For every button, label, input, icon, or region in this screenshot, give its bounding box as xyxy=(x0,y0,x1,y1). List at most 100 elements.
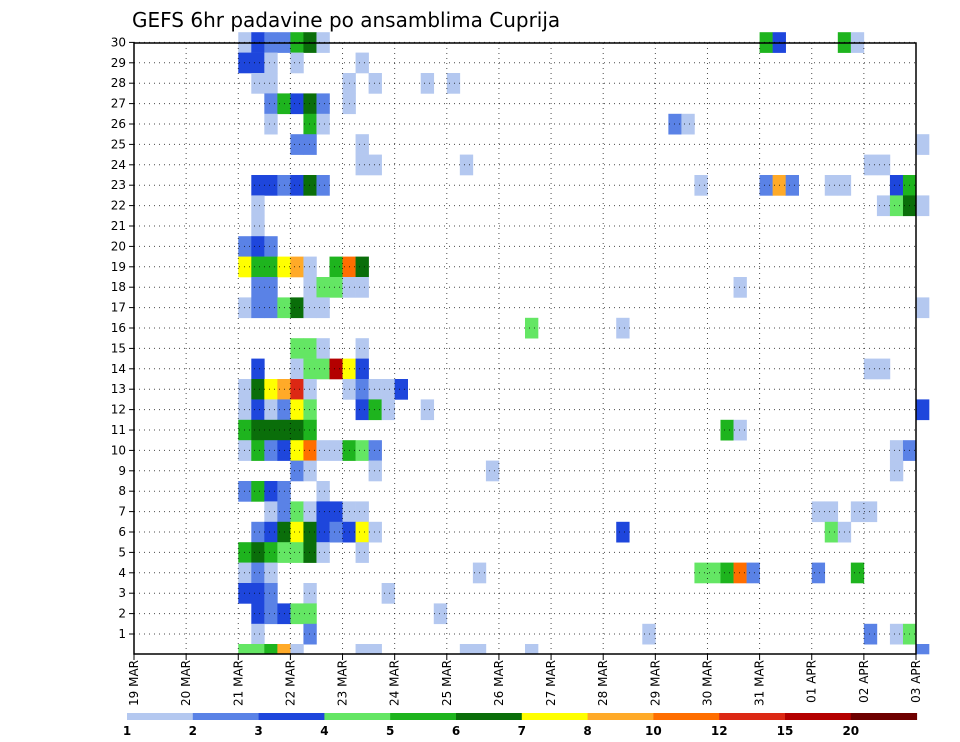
precip-cell xyxy=(303,277,317,298)
precip-cell xyxy=(251,358,265,380)
legend-label: 5 xyxy=(386,724,394,738)
precip-cell xyxy=(303,583,317,604)
y-tick-label: 25 xyxy=(111,137,126,151)
precip-cell xyxy=(251,277,265,298)
precip-cell xyxy=(264,440,278,461)
precip-cell xyxy=(329,256,343,278)
precip-cell xyxy=(446,73,461,94)
precip-cell xyxy=(642,623,656,645)
precip-cell xyxy=(694,562,708,584)
precip-cell xyxy=(251,195,265,217)
legend-label: 10 xyxy=(645,724,662,738)
y-axis: 1234567891011121314151617181920212223242… xyxy=(111,35,134,641)
precip-cell xyxy=(264,113,278,135)
precip-cell xyxy=(759,175,773,196)
precip-cell xyxy=(264,399,278,421)
precip-cell xyxy=(316,277,330,298)
precip-cell xyxy=(368,73,382,94)
precip-cell xyxy=(889,460,904,482)
precip-cell xyxy=(251,73,265,94)
precip-cell xyxy=(720,419,734,441)
legend-label: 2 xyxy=(189,724,197,738)
x-tick-label: 29 MAR xyxy=(648,660,662,706)
precip-cell xyxy=(264,52,278,74)
y-tick-label: 21 xyxy=(111,219,126,233)
precip-cell xyxy=(876,154,891,176)
precip-cell xyxy=(303,338,317,359)
precip-cell xyxy=(303,440,317,461)
precip-cell xyxy=(811,501,826,523)
precip-cell xyxy=(316,113,330,135)
precip-cell xyxy=(355,521,369,543)
precip-cell xyxy=(303,419,317,441)
precip-cell xyxy=(264,583,278,604)
precip-cell xyxy=(355,399,369,421)
precip-cell xyxy=(355,440,369,461)
precip-cell xyxy=(303,297,317,319)
precip-cell xyxy=(355,52,369,74)
precip-cell xyxy=(290,338,304,359)
precip-cell xyxy=(420,73,435,94)
legend-label: 6 xyxy=(452,724,460,738)
precip-cell xyxy=(316,358,330,380)
precip-cell xyxy=(251,542,265,563)
x-tick-label: 28 MAR xyxy=(596,660,610,706)
precip-cell xyxy=(303,460,317,482)
precip-cell xyxy=(251,644,265,655)
precip-cell xyxy=(303,379,317,400)
precip-cell xyxy=(290,419,304,441)
precip-cell xyxy=(355,644,369,655)
precip-cell xyxy=(472,644,487,655)
precip-cell xyxy=(368,440,382,461)
y-tick-label: 17 xyxy=(111,301,126,315)
precip-cell xyxy=(290,134,304,155)
precip-cell xyxy=(238,644,252,655)
precip-cell xyxy=(251,399,265,421)
precip-cell xyxy=(290,256,304,278)
precip-cell xyxy=(290,399,304,421)
precip-cell xyxy=(616,317,630,339)
legend-swatch xyxy=(850,713,918,720)
y-tick-label: 26 xyxy=(111,117,126,131)
precip-cell xyxy=(303,134,317,155)
precip-cell xyxy=(264,277,278,298)
precip-cell xyxy=(264,236,278,257)
precip-cell xyxy=(720,562,734,584)
precip-cell xyxy=(290,379,304,400)
precip-cell xyxy=(459,154,474,176)
precip-cell xyxy=(916,134,930,155)
precip-cell xyxy=(303,399,317,421)
precip-cell xyxy=(681,113,695,135)
precip-cell xyxy=(355,277,369,298)
precip-cell xyxy=(616,521,630,543)
precip-cell xyxy=(316,93,330,115)
y-tick-label: 2 xyxy=(118,607,126,621)
precip-cell xyxy=(264,501,278,523)
precip-cell xyxy=(251,521,265,543)
legend-label: 1 xyxy=(123,724,131,738)
precip-cell xyxy=(264,644,278,655)
precip-cell xyxy=(355,358,369,380)
precip-cell xyxy=(303,256,317,278)
precip-cell xyxy=(316,542,330,563)
x-tick-label: 23 MAR xyxy=(336,660,350,706)
legend-swatch xyxy=(324,713,391,720)
precip-cell xyxy=(863,358,878,380)
precip-cell xyxy=(485,460,500,482)
precip-cell xyxy=(290,175,304,196)
legend-swatch xyxy=(719,713,786,720)
precip-cell xyxy=(525,317,539,339)
legend-swatch xyxy=(785,713,852,720)
precip-cell xyxy=(668,113,682,135)
legend-label: 7 xyxy=(518,724,526,738)
precip-cell xyxy=(889,195,904,217)
precip-cell xyxy=(916,399,930,421)
precip-cell xyxy=(916,297,930,319)
legend-swatch xyxy=(127,713,194,720)
precip-cell xyxy=(316,297,330,319)
y-tick-label: 9 xyxy=(118,464,126,478)
x-tick-label: 25 MAR xyxy=(440,660,454,706)
grid xyxy=(134,41,916,654)
x-tick-label: 24 MAR xyxy=(388,660,402,706)
